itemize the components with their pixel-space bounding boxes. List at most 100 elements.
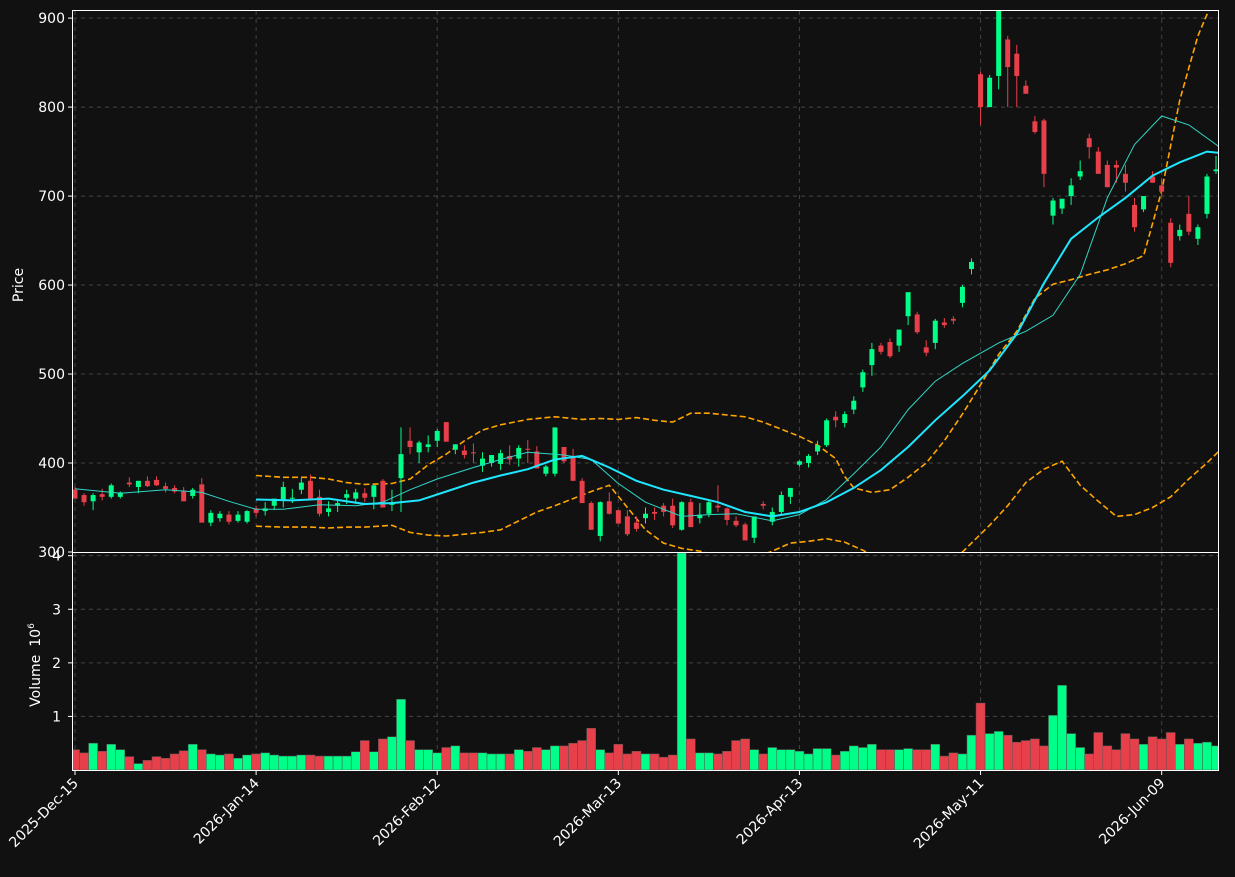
price-tick-label: 700 xyxy=(38,189,65,205)
volume-bar xyxy=(332,755,343,770)
volume-bar xyxy=(296,754,307,770)
candle-body xyxy=(172,487,178,492)
volume-bar xyxy=(224,753,234,770)
volume-bar xyxy=(749,749,759,770)
volume-bar xyxy=(287,755,298,770)
volume-bar xyxy=(930,744,941,770)
volume-bar xyxy=(124,756,135,770)
candle-body xyxy=(208,512,214,523)
candle-body xyxy=(217,513,223,519)
volume-bar xyxy=(251,753,261,770)
ma-fast-line xyxy=(74,115,1218,522)
candle-body xyxy=(289,497,295,499)
candle-body xyxy=(117,492,123,497)
candle-body xyxy=(778,495,784,512)
volume-bar xyxy=(369,751,379,770)
volume-bar xyxy=(559,745,569,770)
volume-bar xyxy=(341,755,352,770)
candle-body xyxy=(624,516,630,535)
volume-bar xyxy=(260,752,270,770)
candle-body xyxy=(1141,196,1147,210)
candle-body xyxy=(688,502,694,528)
candle-body xyxy=(851,400,857,410)
candle-body xyxy=(443,422,449,442)
volume-bar xyxy=(550,745,560,770)
candle-body xyxy=(941,322,947,326)
volume-bar xyxy=(1184,738,1194,770)
candle-body xyxy=(670,505,676,526)
volume-bar xyxy=(821,748,832,770)
volume-bar xyxy=(894,749,904,770)
volume-bar xyxy=(577,740,587,770)
volume-bar xyxy=(1039,745,1049,770)
candle-body xyxy=(1032,121,1038,133)
volume-bar xyxy=(631,750,642,770)
candle-body xyxy=(715,505,721,508)
volume-bar xyxy=(350,751,361,770)
candle-body xyxy=(144,480,150,487)
volume-bar xyxy=(1129,738,1140,770)
candle-body xyxy=(751,516,757,538)
price-plot-area xyxy=(73,11,1218,552)
volume-bar xyxy=(767,747,778,770)
candle-body xyxy=(1050,200,1056,216)
candle-body xyxy=(742,524,748,541)
volume-bar xyxy=(1147,736,1158,770)
volume-bar xyxy=(622,753,633,770)
volume-bar xyxy=(97,750,107,770)
volume-bar xyxy=(1030,738,1040,770)
volume-bar xyxy=(450,745,461,770)
volume-bar xyxy=(215,754,225,770)
band-lower-line xyxy=(256,451,1218,552)
candle-body xyxy=(842,414,848,423)
volume-bar xyxy=(595,749,606,770)
volume-bar xyxy=(1002,734,1013,770)
candle-body xyxy=(362,493,368,498)
volume-bar xyxy=(1066,733,1076,770)
volume-bar xyxy=(713,753,723,770)
volume-bar xyxy=(586,727,596,770)
volume-bar xyxy=(142,760,153,770)
candle-body xyxy=(833,416,839,421)
volume-bar xyxy=(513,749,524,770)
volume-bar xyxy=(966,734,977,770)
price-tick-label: 300 xyxy=(38,545,65,561)
candle-body xyxy=(643,513,648,519)
volume-bar xyxy=(1138,744,1149,770)
candle-body xyxy=(579,480,585,504)
candle-body xyxy=(425,444,431,448)
volume-bar xyxy=(323,755,334,770)
band-upper-line xyxy=(256,11,1210,494)
volume-bar xyxy=(604,752,615,770)
volume-bar xyxy=(613,744,624,770)
volume-bar xyxy=(704,752,714,770)
volume-bar xyxy=(667,754,678,770)
candle-body xyxy=(135,480,141,488)
candle-body xyxy=(860,372,866,388)
candle-body xyxy=(434,430,440,441)
candle-body xyxy=(615,510,621,524)
moving-averages xyxy=(74,115,1218,522)
candle-body xyxy=(824,420,830,446)
volume-bar xyxy=(658,756,669,770)
volume-axis-label: Volume106 xyxy=(27,623,44,707)
candle-body xyxy=(796,461,802,465)
candle-body xyxy=(606,501,612,514)
candle-body xyxy=(416,442,422,453)
candle-body xyxy=(878,345,884,352)
candle-body xyxy=(597,502,603,536)
candle-body xyxy=(307,480,313,499)
volume-bar xyxy=(686,738,696,770)
volume-bar xyxy=(206,753,216,770)
candlesticks xyxy=(73,11,1218,544)
volume-bar xyxy=(1111,749,1122,770)
candle-body xyxy=(507,455,513,460)
candle-body xyxy=(1177,229,1183,237)
candle-body xyxy=(498,453,504,464)
candle-body xyxy=(1059,198,1065,209)
volume-bar xyxy=(233,757,243,770)
volume-bar xyxy=(1202,741,1212,770)
volume-bar xyxy=(360,740,370,770)
candle-body xyxy=(534,451,540,469)
volume-bar xyxy=(812,748,823,770)
